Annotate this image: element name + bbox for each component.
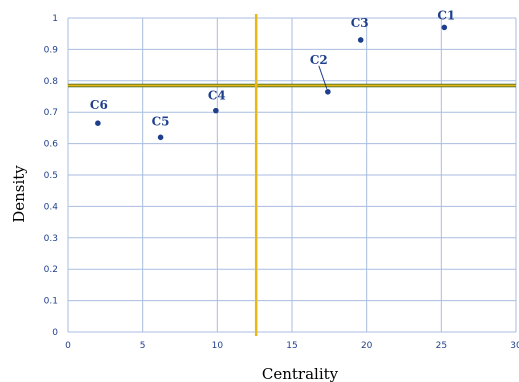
y-tick-label: 0.5	[44, 171, 58, 181]
y-tick-label: 0.3	[44, 234, 58, 244]
point-label-c3: C3	[351, 16, 369, 30]
grid	[67, 17, 517, 333]
x-tick-label: 25	[436, 341, 447, 351]
tick-labels: 0 5 10 15 20 25 30 0 0.1 0.2 0.3 0.4 0.5 0.6 0.7 0.8 0.9…	[44, 14, 519, 351]
point-labels: C1 C2 C3 C4 C5 C6	[90, 8, 455, 128]
reference-lines	[68, 14, 516, 336]
x-axis-title: Centrality	[262, 365, 339, 382]
x-tick-label: 10	[212, 341, 224, 351]
y-tick-label: 0.2	[44, 265, 58, 275]
x-tick-label: 20	[361, 341, 373, 351]
data-point-c2	[325, 88, 331, 95]
point-label-c1: C1	[437, 8, 455, 22]
y-tick-label: 0	[52, 328, 58, 338]
data-point-c4	[213, 107, 219, 114]
x-tick-label: 0	[65, 341, 71, 351]
x-tick-label: 5	[140, 341, 146, 351]
data-point-c1	[441, 24, 448, 31]
data-point-c3	[357, 37, 364, 43]
y-tick-label: 0.1	[44, 297, 58, 307]
y-tick-label: 0.8	[44, 77, 59, 87]
point-label-leader-c2	[318, 65, 328, 89]
x-tick-label: 15	[286, 341, 297, 351]
data-point-c6	[95, 120, 101, 126]
point-label-c5: C5	[152, 114, 170, 128]
data-points	[95, 24, 448, 141]
x-tick-label: 30	[510, 341, 519, 351]
point-label-c2: C2	[310, 53, 328, 67]
y-tick-label: 0.6	[44, 140, 59, 150]
point-label-c4: C4	[208, 89, 226, 103]
point-label-c6: C6	[90, 98, 108, 112]
data-point-c5	[157, 134, 164, 141]
y-tick-label: 1	[52, 14, 58, 24]
y-axis-title: Density	[10, 165, 28, 223]
y-tick-label: 0.4	[44, 202, 59, 212]
y-tick-label: 0.9	[44, 45, 59, 55]
y-tick-label: 0.7	[44, 108, 58, 118]
